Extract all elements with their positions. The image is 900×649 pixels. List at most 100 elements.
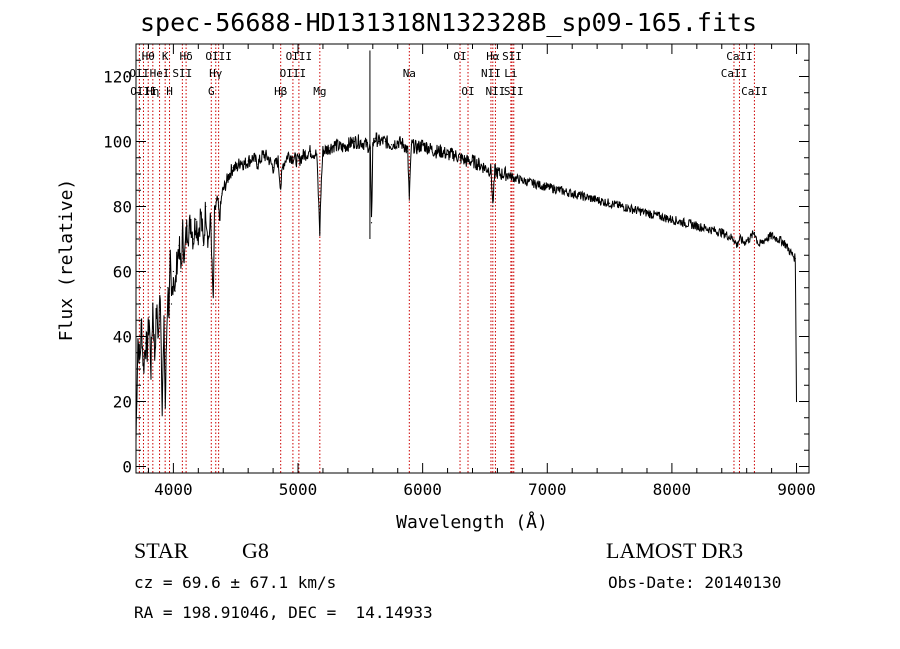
spectrum-point (211, 264, 213, 266)
x-tick-label: 7000 (528, 480, 567, 499)
spectrum-point (252, 157, 254, 159)
spectrum-point (795, 400, 798, 403)
spectrum-point (226, 179, 228, 182)
spectrum-point (378, 140, 380, 143)
plot-frame (135, 43, 810, 474)
spectrum-point (422, 144, 424, 146)
spectrum-point (359, 140, 361, 143)
spectrum-point (794, 257, 796, 260)
coordinates-text: RA = 198.91046, DEC = 14.14933 (134, 603, 433, 622)
spectrum-point (783, 241, 785, 243)
spectrum-point (163, 329, 165, 331)
spectrum-point (434, 150, 436, 152)
spectrum-point (499, 173, 501, 175)
spectrum-point (646, 212, 648, 214)
spectrum-point (478, 163, 480, 165)
spectrum-line (135, 132, 797, 441)
spectrum-point (228, 173, 231, 175)
line-id-label: CaII (721, 67, 748, 80)
line-id-label: Hα (486, 50, 500, 63)
spectrum-point (185, 238, 187, 240)
spectrum-point (236, 166, 238, 169)
line-id-label: Mg (313, 85, 326, 98)
spectrum-point (267, 157, 269, 159)
spectrum-point (186, 225, 188, 227)
line-id-label: SII (502, 50, 522, 63)
line-id-label: G (208, 85, 215, 98)
spectrum-point (608, 202, 611, 204)
spectrum-point (150, 368, 152, 370)
spectrum-point (471, 160, 474, 162)
spectrum-point (683, 222, 685, 224)
line-marker-group (138, 44, 755, 473)
y-tick-label: 20 (113, 393, 132, 412)
spectrum-point (320, 189, 322, 191)
spectrum-point (384, 140, 386, 143)
spectrum-point (316, 153, 318, 156)
line-id-label: OII (129, 67, 149, 80)
spectrum-point (161, 400, 163, 403)
spectrum-point (465, 160, 467, 162)
spectrum-point (353, 140, 355, 143)
spectrum-point (144, 342, 146, 344)
redshift-text: cz = 69.6 ± 67.1 km/s (134, 573, 337, 592)
spectrum-point (374, 137, 376, 139)
line-id-label: NII (485, 85, 505, 98)
spectrum-point (197, 231, 199, 234)
line-id-label: Na (403, 67, 416, 80)
line-id-label: Hδ (179, 50, 192, 63)
spectrum-point (484, 166, 486, 169)
line-id-label: Li (504, 67, 517, 80)
spectrum-point (195, 218, 197, 221)
spectrum-point (292, 157, 294, 159)
spectrum-point (297, 160, 299, 162)
spectrum-point (440, 150, 442, 152)
spectrum-point (328, 147, 330, 149)
spectrum-point (753, 231, 756, 234)
spectrum-point (139, 361, 141, 364)
spectrum-point (743, 241, 745, 243)
y-tick-label: 0 (122, 458, 132, 477)
line-id-label: NII (481, 67, 501, 80)
spectrum-point (758, 244, 760, 247)
spectrum-point (459, 157, 461, 159)
spectrum-point (180, 270, 182, 273)
spectrum-point (733, 238, 735, 240)
spectrum-series-group (135, 50, 798, 442)
spectrum-point (403, 144, 405, 146)
spectrum-point (192, 238, 194, 240)
spectrum-point (213, 212, 216, 214)
spectrum-point (633, 209, 636, 211)
spectrum-point (492, 205, 494, 208)
spectrum-point (453, 153, 455, 156)
spectrum-point (154, 355, 156, 357)
spectrum-point (521, 179, 523, 182)
spectrum-point (184, 257, 186, 260)
spectrum-point (207, 238, 209, 240)
spectrum-point (262, 153, 264, 156)
spectrum-point (446, 153, 449, 156)
obs-date-text: Obs-Date: 20140130 (608, 573, 782, 592)
spectrum-point (178, 244, 180, 247)
line-id-label: Hβ (274, 85, 288, 98)
spectrum-point (428, 147, 430, 149)
spectrum-point (243, 163, 246, 165)
spectrum-point (257, 163, 259, 165)
line-id-label: OIII (280, 67, 307, 80)
y-axis-label: Flux (relative) (56, 179, 77, 342)
spectrum-point (777, 238, 779, 240)
line-id-label: OI (453, 50, 466, 63)
chart-title: spec-56688-HD131318N132328B_sp09-165.fit… (140, 8, 758, 37)
spectrum-point (200, 212, 202, 214)
line-id-label: SII (504, 85, 524, 98)
spectrum-point (658, 215, 661, 217)
spectrum-point (155, 309, 158, 312)
spectrum-point (410, 144, 413, 146)
spectrum-point (546, 186, 548, 188)
line-id-label: H (166, 85, 173, 98)
object-class: STAR (134, 538, 189, 563)
line-id-label: SII (172, 67, 192, 80)
spectrum-point (390, 144, 393, 146)
spectrum-point (621, 205, 623, 208)
spectrum-point (170, 303, 173, 305)
